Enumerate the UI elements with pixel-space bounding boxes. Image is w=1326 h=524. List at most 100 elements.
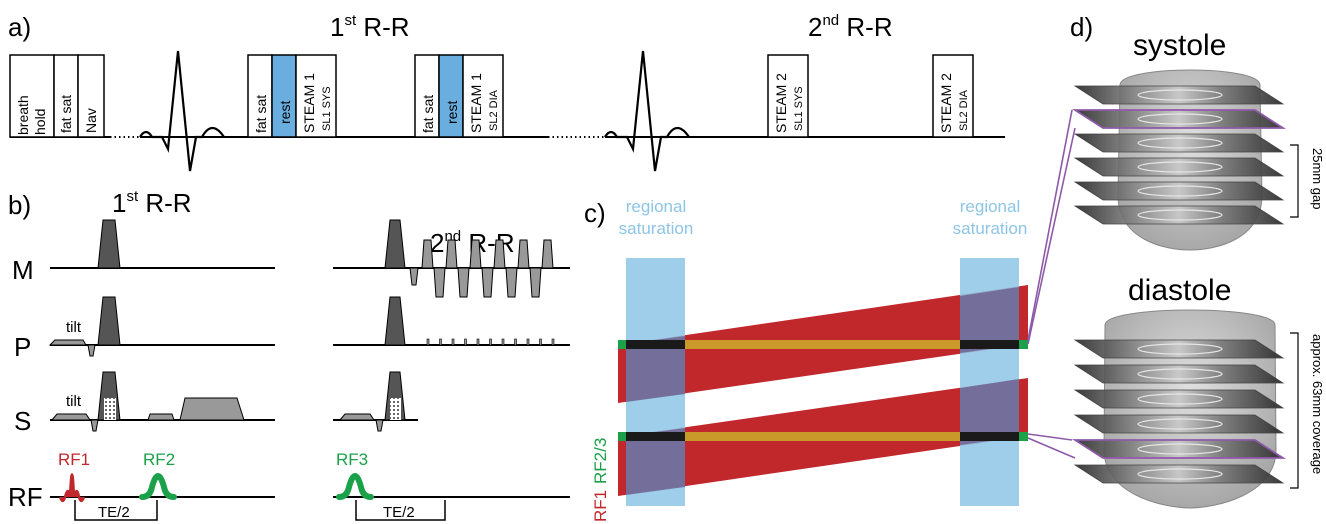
slice-plane: [1073, 85, 1285, 105]
coverage-bracket: [1290, 332, 1299, 489]
myocardium-ring: [1137, 418, 1223, 430]
highlight-slice-systole: [1071, 109, 1287, 129]
s-spoiler-large: [179, 397, 245, 421]
te-bracket-1: [74, 500, 158, 521]
readout-lobe-neg: [433, 267, 446, 298]
svg-text:rest: rest: [444, 101, 460, 124]
readout-lobe-pos: [493, 239, 506, 269]
rf2-label: RF2: [143, 450, 175, 469]
slice-plane: [1073, 364, 1285, 384]
slice-plane: [1073, 181, 1285, 201]
slice-plane: [1073, 389, 1285, 409]
rf1-vertical-label: RF1: [591, 490, 610, 522]
panel-label-b: b): [8, 190, 31, 220]
connector-upper: [1027, 109, 1073, 341]
phase-blip: [451, 338, 455, 346]
svg-text:STEAM 1: STEAM 1: [301, 73, 317, 133]
slice-plane: [1073, 157, 1285, 177]
myocardium-ring: [1137, 443, 1223, 455]
phase-blip: [501, 338, 505, 346]
readout-lobe-neg: [481, 267, 494, 298]
readout-lobe-pos: [469, 239, 482, 269]
svg-text:rest: rest: [277, 101, 293, 124]
rf3-pulse: [336, 473, 374, 500]
steam2-sys-box: [767, 54, 809, 138]
ecg-waveform-2: [604, 50, 690, 172]
slice-bar-gold-upper: [685, 340, 960, 349]
panel-label-d: d): [1070, 12, 1093, 42]
rf2-pulse: [139, 473, 177, 500]
s-spoiler-small: [147, 413, 175, 421]
nav-box: [77, 54, 105, 138]
rf1-label: RF1: [58, 450, 90, 469]
slice-plane: [1073, 439, 1285, 459]
m-crusher-1: [97, 219, 121, 269]
rf1-pulse: [58, 473, 86, 503]
gap-label: 25mm gap: [1310, 148, 1325, 209]
highlight-slice-diastole: [1071, 439, 1287, 459]
svg-text:fat sat: fat sat: [420, 95, 436, 133]
readout-lobe-neg: [457, 267, 470, 298]
svg-text:TE/2: TE/2: [98, 504, 130, 521]
panel-b-rr2-title: 2nd R-R: [430, 228, 515, 258]
row-label-rf: RF: [8, 482, 43, 512]
slice-plane: [1073, 133, 1285, 153]
panel-a: a) 1st R-R 2nd R-R breath hold fat sat N…: [8, 12, 1005, 172]
breath-hold-box: [9, 54, 55, 138]
diastole-title: diastole: [1128, 274, 1231, 307]
panel-label-c: c): [584, 198, 606, 228]
panel-b-rr1-title: 1st R-R: [112, 188, 192, 218]
svg-text:fat sat: fat sat: [253, 95, 269, 133]
steam2-dia-box: [932, 54, 974, 138]
myocardium-ring: [1137, 209, 1223, 221]
myocardium-ring: [1137, 89, 1223, 101]
panel-a-rr2-title: 2nd R-R: [808, 12, 893, 42]
svg-text:fat sat: fat sat: [58, 95, 74, 133]
myocardium-ring: [1137, 161, 1223, 173]
te-bracket-2: [355, 500, 446, 521]
p-tilt-label: tilt: [66, 319, 82, 336]
ecg-waveform-1: [139, 50, 225, 172]
systole-slice-stack: [1073, 85, 1285, 225]
myocardium-ring: [1137, 393, 1223, 405]
p-blip-train: [426, 338, 555, 346]
readout-lobe-pos: [541, 239, 554, 269]
svg-text:SL2 DIA: SL2 DIA: [958, 89, 970, 131]
readout-lobe-pos: [421, 239, 434, 269]
fat-sat-box-2: [414, 54, 440, 138]
myocardium-ring: [1137, 137, 1223, 149]
rest-box-1: [271, 54, 297, 138]
panel-b: b) 1st R-R 2nd R-R M P S RF tilt tilt: [8, 188, 570, 521]
myocardium-ring: [1137, 368, 1223, 380]
svg-text:TE/2: TE/2: [383, 504, 415, 521]
diastole-slice-stack: [1073, 339, 1285, 484]
svg-text:Nav: Nav: [83, 108, 99, 133]
rest-box-2: [438, 54, 464, 138]
myocardium-ring: [1137, 468, 1223, 480]
steam1-dia-box: [462, 54, 504, 138]
svg-text:STEAM 2: STEAM 2: [938, 73, 954, 133]
phase-blip: [526, 338, 530, 346]
phase-blip: [464, 338, 467, 346]
svg-text:breath: breath: [15, 95, 31, 135]
p-crusher-1: [97, 296, 121, 346]
connector-lower: [1027, 433, 1073, 441]
panel-label-a: a): [8, 12, 31, 42]
slice-bar-gold-lower: [685, 432, 960, 441]
m-readout-train: [421, 239, 554, 298]
myocardium-ring: [1137, 113, 1223, 125]
phase-blip: [439, 338, 442, 346]
slice-plane: [1073, 464, 1285, 484]
slice-plane: [1073, 414, 1285, 434]
phase-blip: [476, 338, 480, 346]
phase-blip: [426, 338, 430, 346]
m-crusher-2: [384, 219, 406, 269]
row-label-p: P: [14, 332, 31, 362]
regional-saturation-left: regional saturation: [619, 197, 694, 238]
s-tilt-label: tilt: [66, 393, 82, 410]
fat-sat-box-prep: [53, 54, 79, 138]
panel-a-rr1-title: 1st R-R: [330, 12, 410, 42]
gap-bracket: [1290, 144, 1299, 218]
readout-lobe-pos: [517, 239, 530, 269]
